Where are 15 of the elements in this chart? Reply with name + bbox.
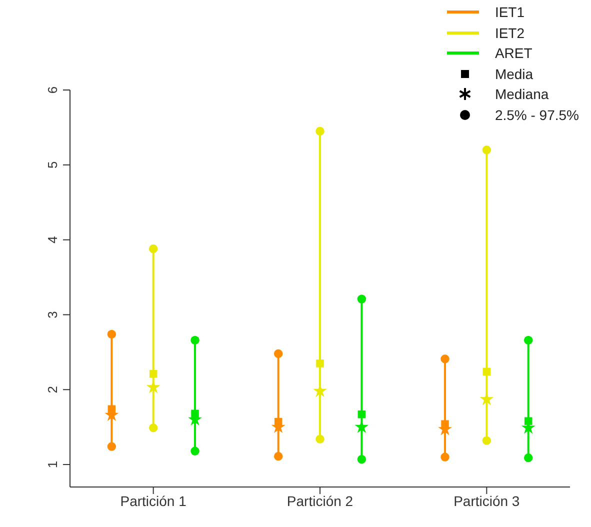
annotation: 2.5% - 97.5% xyxy=(494,106,579,124)
legend-label: ARET xyxy=(494,44,532,63)
annotation: Mediana xyxy=(494,85,549,104)
y-tick-label: 4 xyxy=(45,236,60,244)
y-tick-label: 3 xyxy=(45,311,60,318)
legend-label: IET2 xyxy=(494,24,525,42)
legend-label: IET1 xyxy=(494,3,525,22)
y-tick-label: 1 xyxy=(45,460,60,468)
text: Media xyxy=(494,64,534,84)
x-tick-label: Partición 3 xyxy=(454,492,520,509)
y-tick-label: 2 xyxy=(45,386,60,394)
y-tick-label: 6 xyxy=(45,86,60,94)
y-tick-label: 5 xyxy=(45,161,60,169)
x-tick-label: Partición 2 xyxy=(286,492,354,509)
x-tick-label: Partición 1 xyxy=(120,492,187,509)
